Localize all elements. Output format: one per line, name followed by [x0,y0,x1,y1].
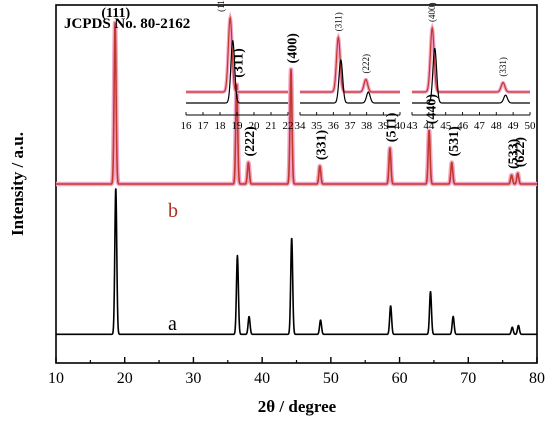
series-label-a: a [168,313,177,335]
x-tick-label: 40 [254,370,270,387]
inset-peak-label: (331) [498,57,508,77]
x-tick-label: 20 [117,370,133,387]
inset-tick-label: 39 [378,120,390,132]
inset-series-b-line [412,26,530,93]
inset-tick-label: 46 [457,120,469,132]
peak-annotations: (111) (311) (222) (400) (331) (511) (440) (531)… [101,6,528,169]
peak-label: (400) [286,33,301,64]
inset-tick-label: 44 [423,120,435,132]
inset-tick-label: 36 [328,120,340,132]
main-plot-area: 10 20 30 40 50 60 70 80 (111) (311) (222) (400) (33… [48,4,545,387]
inset-tick-label: 50 [525,120,537,132]
x-tick-label: 50 [323,370,339,387]
inset-series-a-line [300,59,400,104]
series-label-b: b [168,200,178,222]
inset-series-b-line [186,15,288,93]
peak-label: (531) [447,126,462,157]
series-b-line [55,22,538,185]
x-tick-label: 80 [529,370,545,387]
series-a-line [55,188,538,336]
jcpds-reference: JCPDS No. 80-2162 [64,16,190,32]
inset-panel-1: 16 17 18 19 20 21 22 (111) [181,0,294,132]
inset-series-a-line [186,40,288,104]
x-tick-label: 30 [185,370,201,387]
inset-tick-label: 45 [440,120,452,132]
peak-label: (222) [243,126,258,157]
x-tick-label: 10 [48,370,64,387]
y-axis-title: Intensity / a.u. [8,132,27,236]
inset-tick-label: 49 [508,120,520,132]
inset-tick-label: 19 [232,120,244,132]
inset-tick-label: 35 [311,120,323,132]
inset-peak-label: (222) [361,54,371,74]
inset-tick-label: 37 [345,120,357,132]
inset-tick-label: 43 [407,120,419,132]
inset-series-b-line [300,35,400,93]
x-tick-label: 60 [392,370,408,387]
inset-peak-label: (111) [216,0,226,12]
inset-panels: 16 17 18 19 20 21 22 (111) 34 35 36 37 38 39 40 (311) (2… [181,0,537,132]
inset-tick-label: 22 [283,120,294,132]
inset-tick-label: 18 [215,120,227,132]
peak-label: (111) [101,6,130,21]
peak-label: (533) [506,138,521,169]
peak-label: (331) [315,129,330,160]
peak-label: (511) [385,112,400,142]
x-ticks: 10 20 30 40 50 60 70 80 [48,357,545,387]
inset-tick-label: 47 [474,120,486,132]
x-tick-label: 70 [460,370,476,387]
inset-peak-label: (400) [427,3,437,23]
peak-label: (622) [513,137,528,168]
peak-label: (440) [424,94,439,125]
inset-tick-label: 34 [295,120,307,132]
inset-panel-2: 34 35 36 37 38 39 40 (311) (222) [295,12,407,132]
inset-tick-label: 40 [395,120,407,132]
series-layer [54,20,539,336]
inset-tick-label: 48 [491,120,503,132]
x-axis-title: 2θ / degree [258,397,337,416]
inset-tick-label: 20 [249,120,261,132]
inset-tick-label: 17 [198,120,210,132]
inset-tick-label: 38 [361,120,373,132]
inset-series-b-glow [300,32,400,94]
inset-tick-label: 16 [181,120,193,132]
inset-peak-label: (311) [333,12,343,31]
inset-series-a-line [412,48,530,104]
inset-tick-label: 21 [266,120,277,132]
inset-panel-3: 43 44 45 46 47 48 49 50 (400) (331) [407,3,537,132]
